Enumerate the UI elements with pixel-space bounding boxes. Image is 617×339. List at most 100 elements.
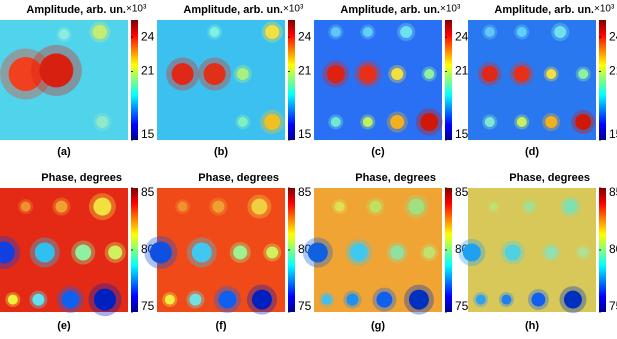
colorbar [288,188,295,312]
colorbar-tick-label: 75 [609,299,617,313]
colorbar-tick-label: 21 [455,64,469,78]
spot [423,246,436,259]
spot [358,65,377,83]
panel: 15 21 24 Amplitude, arb. un. ×10³ (c) [314,4,469,158]
colorbar [445,20,452,140]
colorbar-tick-label: 24 [609,29,617,43]
spot [93,288,116,311]
spot [390,245,405,260]
spot [20,201,31,212]
spot [481,66,498,82]
spot [330,27,341,37]
spot [369,200,382,213]
spot [149,241,172,264]
spot [171,63,194,85]
spot [330,117,341,127]
spot [504,244,521,261]
spot [264,114,281,130]
panel-label: (d) [525,146,539,158]
panel: 15 21 24 Amplitude, arb. un.×10³ (d) [468,4,617,158]
spot [164,294,175,305]
spot [189,293,202,306]
spot [39,53,74,88]
spot [0,241,15,264]
colorbar-tick-label: 75 [455,299,469,313]
spot [93,197,112,216]
panel-label: (h) [525,320,539,332]
colorbar-tick-label: 85 [141,185,155,199]
colorbar-tick-label: 21 [609,64,617,78]
spot [61,290,80,309]
colorbar-tick-label: 21 [298,64,312,78]
spot [96,116,109,128]
colorbar [599,20,606,140]
panel-label: (b) [214,146,228,158]
colorbar [131,20,138,140]
colorbar-tick-label: 15 [609,127,617,141]
panel-label: (f) [216,320,227,332]
spot [177,201,188,212]
spot [420,113,439,131]
spot [545,116,558,128]
spot [307,242,328,263]
scale-label: ×10³ [283,4,304,15]
spot [563,199,578,214]
colorbar-tick-label: 85 [609,185,617,199]
spot [251,198,268,215]
panel-label: (g) [371,320,385,332]
spot [32,293,45,306]
spot [321,294,332,305]
spot [462,243,481,262]
spot [408,289,429,310]
spot [489,202,498,211]
spot [7,294,18,305]
scale-label: ×10³ [440,4,461,15]
spot [475,294,486,305]
spot [209,27,220,37]
spot [349,243,368,262]
spot [391,68,404,80]
spot [578,247,589,258]
spot [545,246,558,259]
spot [531,292,546,307]
colorbar-tick-label: 24 [455,29,469,43]
panel: 15 21 24 Amplitude, arb. un. ×10³ (a) [0,4,155,158]
spot [484,27,495,37]
panel: 75 80 85 Phase, degrees (h) [458,172,617,332]
spot [265,25,280,39]
colorbar-tick-label: 85 [455,185,469,199]
spot [8,57,43,91]
colorbar-tick-label: 80 [609,242,617,256]
spot [578,69,589,79]
spot [218,290,237,309]
spot [554,26,567,38]
spot [346,293,359,306]
spot [266,246,279,259]
panel-title: Phase, degrees [509,172,590,184]
colorbar [288,20,295,140]
colorbar-tick-label: 24 [298,29,312,43]
colorbar [131,188,138,312]
colorbar-tick-label: 75 [298,299,312,313]
colorbar [599,188,606,312]
spot [516,27,527,37]
spot [334,201,345,212]
spot [55,200,68,213]
spot [575,114,592,130]
panel-title: Amplitude, arb. un. [183,4,283,16]
colorbar [445,188,452,312]
spot [233,245,248,260]
spot [362,117,373,127]
spot [516,117,527,127]
panel-title: Amplitude, arb. un. [340,4,440,16]
spot [59,29,69,40]
scale-label: ×10³ [594,4,615,15]
colorbar-tick-label: 21 [141,64,155,78]
panel-label: (a) [57,146,71,158]
spot [92,25,107,39]
panel-title: Amplitude, arb. un. [494,4,594,16]
colorbar-tick-label: 24 [141,29,155,43]
